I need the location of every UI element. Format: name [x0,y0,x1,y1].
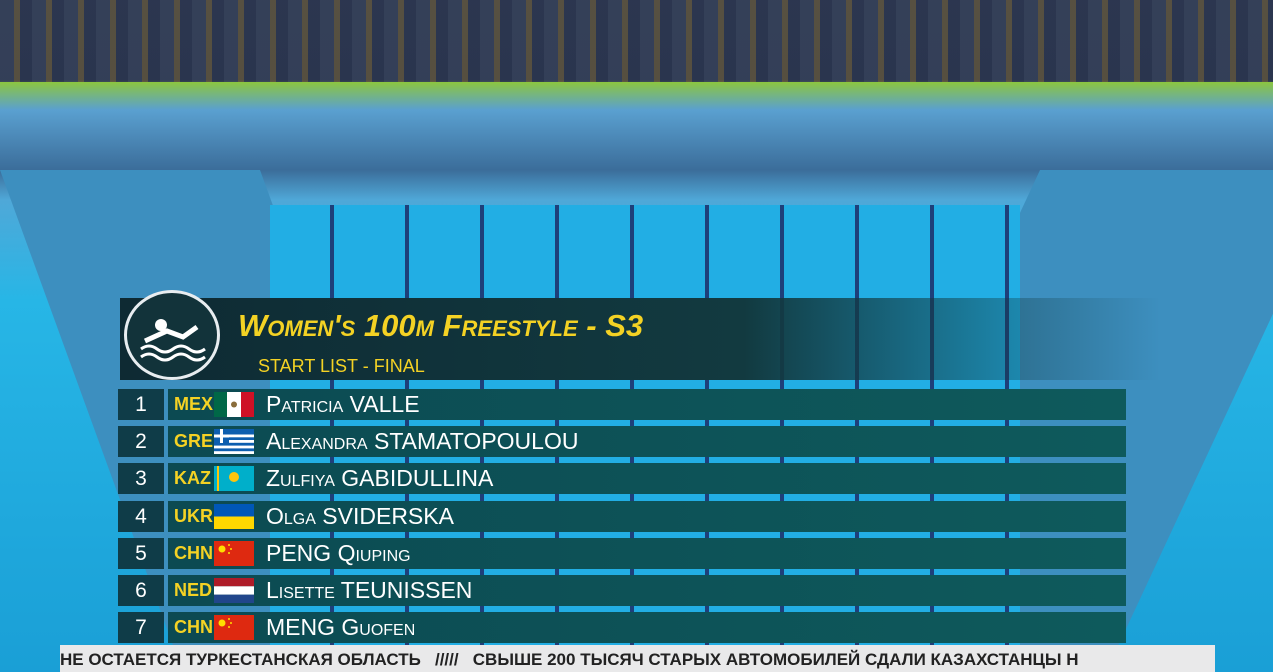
flag [214,466,254,491]
flag [214,615,254,640]
row-bar [168,538,1126,569]
athlete-name: Alexandra STAMATOPOULOU [266,428,579,454]
start-row: 4 UKR Olga SVIDERSKA [118,501,1126,532]
country-code: CHN [174,543,213,563]
lane: 2 [118,426,164,457]
flag [214,541,254,566]
row-bar [168,575,1126,606]
news-ticker: НЕ ОСТАЕТСЯ ТУРКЕСТАНСКАЯ ОБЛАСТЬ ///// … [60,645,1215,672]
country-code: UKR [174,506,213,526]
start-row: 5 CHN PENG Qiuping [118,538,1126,569]
swimming-logo [124,290,220,380]
athlete-name: Zulfiya GABIDULLINA [266,465,494,491]
row-bar [168,612,1126,643]
flag [214,504,254,529]
lane: 4 [118,501,164,532]
title-banner [120,298,1160,380]
country-code: CHN [174,617,213,637]
row-bar [168,501,1126,532]
country-code: GRE [174,431,214,451]
start-row: 1 MEX Patricia VALLE [118,389,1126,420]
lane: 7 [118,612,164,643]
flag [214,392,254,417]
stands [0,0,1273,82]
lane: 6 [118,575,164,606]
flag [214,578,254,603]
swimmer-icon [140,319,206,362]
country-code: NED [174,580,213,600]
lane: 5 [118,538,164,569]
athlete-name: Lisette TEUNISSEN [266,577,473,603]
country-code: KAZ [174,468,211,488]
row-bar [168,389,1126,420]
row-bar [168,426,1126,457]
start-row: 6 NED Lisette TEUNISSEN [118,575,1126,606]
row-bar [168,463,1126,494]
country-code: MEX [174,394,214,414]
event-title: Women's 100m Freestyle - S3 [238,308,644,343]
athlete-name: MENG Guofen [266,614,416,640]
event-subtitle: START LIST - FINAL [258,356,425,376]
lane: 3 [118,463,164,494]
start-row: 7 CHN MENG Guofen [118,612,1126,643]
athlete-name: Patricia VALLE [266,391,420,417]
athlete-name: PENG Qiuping [266,540,411,566]
start-row: 3 KAZ Zulfiya GABIDULLINA [118,463,1126,494]
flag [214,429,254,454]
athlete-name: Olga SVIDERSKA [266,503,454,529]
start-row: 2 GRE Alexandra STAMATOPOULOU [118,426,1126,457]
lane: 1 [118,389,164,420]
